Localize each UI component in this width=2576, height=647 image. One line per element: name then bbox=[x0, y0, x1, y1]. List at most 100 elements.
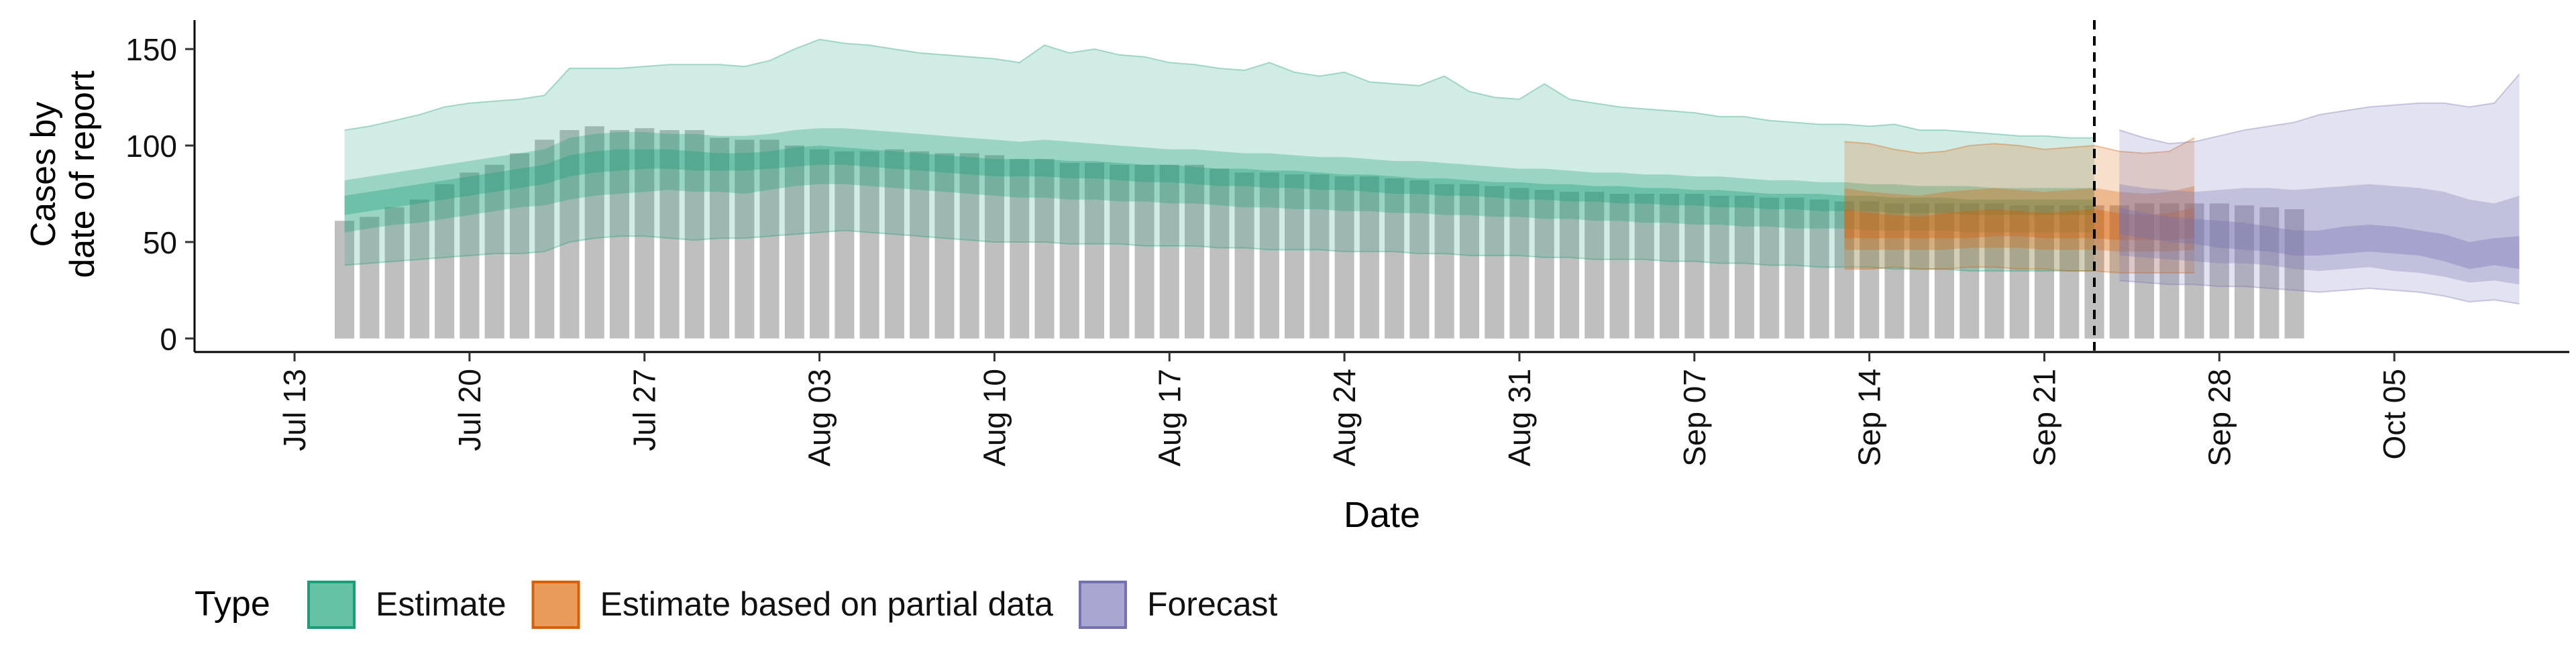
x-tick-label: Aug 03 bbox=[802, 369, 837, 467]
reported-cases-bar bbox=[910, 151, 930, 339]
band-lower-edge-series-0 bbox=[344, 229, 2094, 272]
reported-cases-bar bbox=[1660, 194, 1680, 339]
reported-cases-bar bbox=[835, 151, 855, 339]
band-inner-series-1 bbox=[1844, 186, 2195, 252]
reported-cases-bar bbox=[484, 164, 504, 339]
legend-title: Type bbox=[195, 585, 270, 624]
y-tick-label: 0 bbox=[160, 322, 177, 357]
reported-cases-bar bbox=[934, 153, 955, 339]
reported-cases-bar bbox=[684, 130, 704, 339]
y-axis-label-line-1: Cases by bbox=[24, 102, 63, 247]
reported-cases-bar bbox=[2259, 207, 2279, 339]
reported-cases-bar bbox=[360, 217, 380, 339]
band-outer-series-1 bbox=[1844, 137, 2195, 273]
reported-cases-bar bbox=[435, 184, 455, 339]
reported-cases-bar bbox=[1259, 172, 1279, 339]
x-tick-label: Sep 14 bbox=[1852, 369, 1887, 467]
reported-cases-bar bbox=[984, 155, 1004, 339]
legend-swatch bbox=[1078, 581, 1127, 629]
reported-cases-bar bbox=[409, 199, 429, 339]
reported-cases-bar bbox=[1934, 203, 1954, 339]
x-tick-label: Sep 21 bbox=[2027, 369, 2062, 467]
reported-cases-bar bbox=[1559, 192, 1579, 339]
legend-label: Forecast bbox=[1147, 585, 1278, 623]
reported-cases-bar bbox=[1084, 163, 1104, 339]
band-upper-edge-series-1 bbox=[1844, 137, 2195, 154]
reported-cases-bar bbox=[609, 130, 629, 339]
legend: Type Estimate Estimate based on partial d… bbox=[195, 581, 1278, 629]
band-outer-series-2 bbox=[2119, 74, 2520, 304]
band-core-series-2 bbox=[2119, 207, 2520, 270]
x-tick-label: Oct 05 bbox=[2377, 369, 2412, 460]
reported-cases-bar bbox=[659, 130, 680, 339]
reported-cases-bar bbox=[1134, 164, 1155, 339]
reported-cases-bar bbox=[1185, 164, 1205, 339]
reported-cases-bar bbox=[584, 126, 604, 339]
legend-label: Estimate bbox=[376, 585, 506, 623]
reported-cases-bar bbox=[2034, 205, 2054, 339]
x-tick-label: Aug 31 bbox=[1502, 369, 1537, 467]
reported-cases-bar bbox=[784, 145, 804, 339]
reported-cases-bar bbox=[1159, 164, 1179, 339]
reported-cases-bar bbox=[2235, 205, 2255, 339]
band-lower-edge-series-2 bbox=[2119, 280, 2520, 305]
reported-cases-bar bbox=[735, 139, 755, 339]
axes-layer bbox=[193, 20, 2569, 353]
x-tick-label: Jul 27 bbox=[627, 369, 662, 451]
reported-cases-bar bbox=[509, 153, 529, 339]
reported-cases-bar bbox=[759, 139, 780, 339]
reported-cases-bar bbox=[1459, 184, 1479, 339]
reported-cases-bar bbox=[384, 207, 405, 339]
reported-cases-bar bbox=[1909, 203, 1929, 339]
reported-cases-bar bbox=[1809, 199, 1829, 339]
reported-cases-bar bbox=[1434, 184, 1454, 339]
reported-cases-bar bbox=[535, 139, 555, 339]
tick-layer: 0 50 100 150 Jul 13 Jul 20 Jul 27 Aug 03 Aug 10 A… bbox=[125, 32, 2412, 467]
reported-cases-bar bbox=[859, 151, 879, 339]
reported-cases-bar bbox=[1784, 197, 1805, 339]
reported-cases-bar bbox=[635, 128, 655, 339]
reported-cases-bar bbox=[1760, 197, 1780, 339]
x-tick-label: Aug 24 bbox=[1327, 369, 1362, 467]
reported-cases-bar bbox=[2135, 203, 2155, 339]
x-tick-label: Jul 13 bbox=[277, 369, 312, 451]
reported-cases-bar bbox=[335, 221, 355, 339]
reported-cases-bar bbox=[1285, 174, 1305, 339]
band-upper-edge-series-0 bbox=[344, 38, 2094, 139]
band-core-series-1 bbox=[1844, 207, 2195, 241]
reported-cases-bar bbox=[2059, 205, 2080, 339]
reported-cases-bar bbox=[1309, 174, 1330, 339]
reported-cases-bar bbox=[1210, 168, 1230, 339]
x-tick-label: Sep 28 bbox=[2202, 369, 2237, 467]
band-core-series-0 bbox=[344, 145, 2094, 215]
reported-cases-bar bbox=[959, 153, 979, 339]
x-tick-label: Aug 10 bbox=[977, 369, 1012, 467]
y-axis-label-line-2: date of report bbox=[63, 70, 102, 278]
reported-cases-bar bbox=[1585, 192, 1605, 339]
y-tick-label: 150 bbox=[125, 32, 177, 67]
reported-cases-bar bbox=[1509, 188, 1529, 339]
reported-cases-bar bbox=[884, 149, 904, 339]
band-outer-series-0 bbox=[344, 39, 2094, 272]
band-lower-edge-series-1 bbox=[1844, 266, 2195, 274]
reported-cases-bar bbox=[1984, 203, 2004, 339]
reported-cases-bar bbox=[1684, 194, 1705, 339]
reported-cases-bar bbox=[1634, 194, 1654, 339]
reported-cases-bar bbox=[1860, 201, 1880, 339]
reported-cases-bar bbox=[2109, 205, 2129, 339]
reported-cases-bar bbox=[1359, 176, 1379, 339]
reported-cases-bar bbox=[1960, 203, 1980, 339]
reported-cases-bar bbox=[1485, 186, 1505, 339]
band-inner-series-0 bbox=[344, 128, 2094, 233]
y-tick-label: 100 bbox=[125, 129, 177, 164]
reported-cases-bar bbox=[1010, 159, 1030, 339]
reported-cases-bar bbox=[1334, 176, 1354, 339]
legend-label: Estimate based on partial data bbox=[600, 585, 1054, 623]
reported-cases-bar bbox=[1834, 201, 1854, 339]
reported-cases-bar bbox=[1609, 194, 1629, 339]
reported-cases-bar bbox=[1059, 163, 1079, 339]
reported-cases-bar bbox=[710, 137, 730, 339]
legend-swatch bbox=[307, 581, 356, 629]
